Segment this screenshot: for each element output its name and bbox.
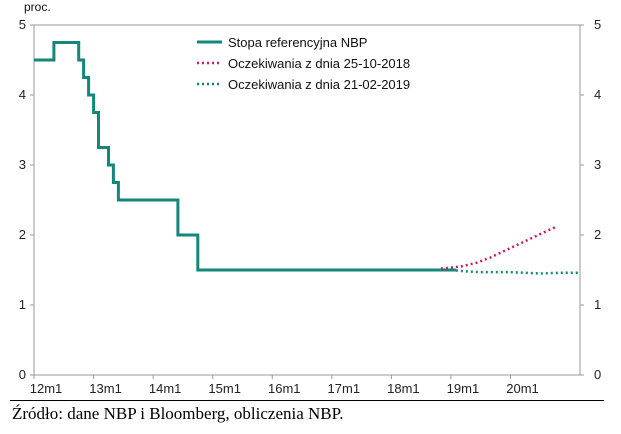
x-tick-label: 15m1 bbox=[208, 381, 241, 396]
legend-label-2: Oczekiwania z dnia 25-10-2018 bbox=[228, 56, 410, 71]
x-tick-label: 18m1 bbox=[387, 381, 420, 396]
y-axis-left: 0 1 2 3 4 5 bbox=[19, 17, 34, 382]
y-tick-left-label: 0 bbox=[19, 367, 26, 382]
plot-frame bbox=[33, 24, 581, 376]
legend-label-3: Oczekiwania z dnia 21-02-2019 bbox=[228, 77, 410, 92]
x-tick-label: 19m1 bbox=[447, 381, 480, 396]
y-tick-right-label: 2 bbox=[594, 227, 601, 242]
x-tick-label: 13m1 bbox=[89, 381, 122, 396]
y-tick-left-label: 5 bbox=[19, 17, 26, 32]
y-tick-left-label: 1 bbox=[19, 297, 26, 312]
y-tick-right-label: 4 bbox=[594, 87, 601, 102]
y-tick-right-label: 5 bbox=[594, 17, 601, 32]
series-line-2 bbox=[440, 226, 556, 270]
series-layer bbox=[34, 41, 580, 275]
legend-label-1: Stopa referencyjna NBP bbox=[228, 35, 367, 50]
x-tick-label: 12m1 bbox=[30, 381, 63, 396]
unit-label: proc. bbox=[24, 0, 51, 14]
series-line-1 bbox=[34, 41, 456, 272]
x-axis: 12m1 13m1 14m1 15m1 16m1 17m1 18m1 19m1 20m1 bbox=[30, 375, 539, 396]
y-tick-right-label: 3 bbox=[594, 157, 601, 172]
x-tick-label: 16m1 bbox=[268, 381, 301, 396]
y-tick-right-label: 1 bbox=[594, 297, 601, 312]
y-tick-right-label: 0 bbox=[594, 367, 601, 382]
source-note: Źródło: dane NBP i Bloomberg, obliczenia… bbox=[12, 404, 344, 423]
x-tick-label: 17m1 bbox=[328, 381, 361, 396]
chart: proc. 0 1 2 3 4 5 0 1 2 3 4 5 12m1 13m1 14m1 15m1 16m1… bbox=[19, 0, 601, 396]
source-divider bbox=[10, 400, 604, 401]
series-line-3 bbox=[450, 268, 580, 275]
y-tick-left-label: 3 bbox=[19, 157, 26, 172]
x-tick-label: 14m1 bbox=[149, 381, 182, 396]
legend: Stopa referencyjna NBP Oczekiwania z dnia… bbox=[197, 35, 410, 92]
y-tick-left-label: 2 bbox=[19, 227, 26, 242]
y-tick-left-label: 4 bbox=[19, 87, 26, 102]
x-tick-label: 20m1 bbox=[506, 381, 539, 396]
y-axis-right: 0 1 2 3 4 5 bbox=[580, 17, 601, 382]
